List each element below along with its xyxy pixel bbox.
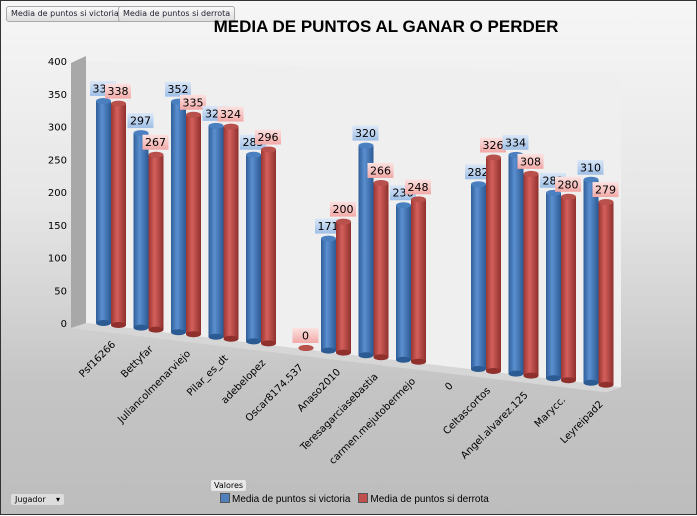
bar-victoria[interactable]	[321, 235, 336, 354]
bar-victoria[interactable]	[546, 189, 561, 382]
x-tick-label: Leyreipad2	[559, 399, 606, 446]
data-label: 267	[145, 136, 166, 149]
data-label-bg	[405, 179, 431, 195]
side-wall	[71, 56, 86, 328]
bar-derrota[interactable]	[598, 199, 614, 388]
data-label: 297	[130, 115, 151, 128]
data-label: 200	[333, 203, 354, 216]
data-label-bg	[555, 176, 581, 192]
data-label-bg	[255, 129, 281, 145]
data-label-bg	[105, 83, 131, 99]
bar-derrota[interactable]	[486, 154, 501, 374]
data-label: 324	[220, 108, 241, 121]
data-label-bg	[165, 81, 191, 97]
data-label-bg	[330, 201, 356, 217]
data-label-bg	[315, 218, 341, 234]
x-tick-label: Pilar_es_dt	[185, 353, 230, 398]
bar-derrota[interactable]	[223, 123, 239, 342]
y-tick-label: 350	[48, 90, 67, 101]
bar-victoria[interactable]	[396, 202, 411, 363]
data-label: 282	[468, 166, 489, 179]
x-tick-label: Bettyfar	[119, 343, 156, 380]
jugador-filter-button[interactable]: Jugador ▾	[11, 494, 64, 505]
bar-victoria[interactable]	[171, 98, 186, 336]
data-label-bg	[517, 153, 544, 169]
y-tick-label: 200	[48, 188, 67, 199]
data-label: 320	[355, 127, 376, 140]
data-label: 338	[108, 85, 129, 98]
bar-victoria[interactable]	[583, 176, 599, 386]
bar-derrota[interactable]	[373, 179, 389, 361]
legend-swatch-blue	[220, 493, 230, 503]
x-tick-label: Juliancolmenarviejo	[115, 349, 193, 427]
data-label: 266	[370, 164, 391, 177]
bar-derrota[interactable]	[111, 100, 126, 328]
data-label-bg	[502, 134, 529, 150]
data-label-bg	[142, 134, 169, 150]
legend: Media de puntos si victoria Media de pun…	[220, 493, 489, 505]
data-label: 280	[558, 178, 579, 191]
data-label: 279	[595, 184, 616, 197]
data-label: 296	[258, 131, 279, 144]
data-label: 0	[302, 330, 309, 343]
data-label-bg	[367, 162, 394, 178]
dropdown-arrow-icon: ▾	[55, 495, 60, 504]
data-label: 335	[183, 96, 204, 109]
bar-victoria[interactable]	[246, 151, 261, 345]
data-label-bg	[352, 125, 379, 141]
data-label: 308	[520, 155, 541, 168]
legend-swatch-red	[358, 493, 369, 503]
y-tick-label: 150	[48, 221, 67, 232]
x-tick-label: carmen.mejutobermejo	[327, 376, 418, 467]
data-label-bg	[217, 106, 244, 122]
y-tick-label: 0	[61, 319, 67, 330]
bar-derrota[interactable]	[336, 218, 351, 356]
floor	[71, 323, 621, 393]
bar-victoria[interactable]	[208, 122, 224, 340]
data-label: 334	[505, 136, 526, 149]
x-tick-label: Marycc.	[533, 395, 568, 430]
bar-victoria[interactable]	[508, 151, 524, 377]
bar-derrota[interactable]	[523, 170, 539, 379]
x-tick-label: Psf16266	[78, 339, 119, 380]
field-button-derrota[interactable]: Media de puntos si derrota	[118, 6, 236, 22]
data-label-bg	[480, 137, 506, 153]
data-label: 326	[483, 139, 504, 152]
data-label: 310	[580, 161, 601, 174]
bar-derrota[interactable]	[148, 151, 164, 333]
bar-derrota[interactable]	[186, 111, 201, 338]
bar-derrota[interactable]	[561, 193, 576, 384]
data-label-bg	[577, 159, 604, 175]
y-tick-label: 100	[48, 254, 67, 265]
y-tick-label: 400	[48, 57, 67, 68]
data-label-bg	[592, 182, 619, 198]
bar-victoria[interactable]	[96, 97, 111, 326]
values-field-button[interactable]: Valores	[211, 480, 247, 491]
data-label: 171	[318, 220, 339, 233]
legend-item-victoria[interactable]: Media de puntos si victoria	[220, 493, 350, 505]
bar-derrota[interactable]	[298, 345, 314, 351]
data-label: 352	[168, 83, 189, 96]
x-tick-label: Teresagarciasebastia	[298, 372, 380, 454]
bar-derrota[interactable]	[411, 196, 426, 365]
bar-victoria[interactable]	[358, 142, 374, 359]
y-tick-label: 300	[48, 123, 67, 134]
bar-derrota[interactable]	[261, 146, 276, 347]
y-tick-label: 50	[54, 286, 67, 297]
data-label-bg	[180, 94, 206, 110]
jugador-label: Jugador	[15, 495, 46, 504]
y-tick-label: 250	[48, 155, 67, 166]
data-label-bg	[127, 113, 154, 129]
bar-victoria[interactable]	[133, 130, 149, 331]
chart-title: MEDIA DE PUNTOS AL GANAR O PERDER	[213, 17, 559, 36]
x-tick-label: 0	[443, 381, 455, 393]
legend-item-derrota[interactable]: Media de puntos si derrota	[358, 493, 489, 505]
data-label-bg	[292, 328, 319, 343]
bar-victoria[interactable]	[471, 181, 486, 372]
data-label: 248	[408, 181, 429, 194]
data-label-bg	[465, 164, 491, 180]
